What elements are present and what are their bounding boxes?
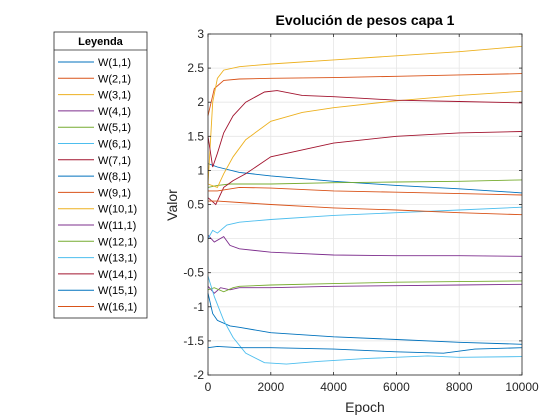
y-tick-label: -2 xyxy=(193,368,204,382)
legend-entry-label: W(3,1) xyxy=(98,90,131,102)
series-line-2 xyxy=(207,73,523,116)
series-line-9 xyxy=(208,200,523,216)
x-ticks: 0 2000 4000 6000 8000 10000 xyxy=(205,34,539,394)
y-tick-label: 3 xyxy=(197,27,204,41)
x-tick-label: 0 xyxy=(205,380,212,394)
y-tick-label: 2.5 xyxy=(187,61,204,75)
y-ticks: -2 -1.5 -1 -0.5 0 0.5 1 1.5 2 2.5 3 xyxy=(183,27,522,382)
series-line-7 xyxy=(207,131,523,206)
y-tick-label: 1.5 xyxy=(187,129,204,143)
y-tick-label: 1 xyxy=(197,163,204,177)
legend-entry-label: W(1,1) xyxy=(98,57,131,69)
legend-entry-label: W(4,1) xyxy=(98,106,131,118)
y-tick-label: 2 xyxy=(197,95,204,109)
legend-entry-label: W(11,1) xyxy=(98,220,136,232)
series-layer xyxy=(207,45,523,365)
chart-title: Evolución de pesos capa 1 xyxy=(276,12,455,28)
y-tick-label: 0.5 xyxy=(187,198,204,212)
series-line-16 xyxy=(208,186,523,196)
x-tick-label: 10000 xyxy=(505,380,539,394)
x-axis-label: Epoch xyxy=(345,399,385,415)
legend-entry-label: W(9,1) xyxy=(98,187,131,199)
series-line-15 xyxy=(207,345,523,354)
series-line-10 xyxy=(207,90,523,188)
legend-entry-label: W(2,1) xyxy=(98,73,131,85)
x-tick-label: 4000 xyxy=(320,380,347,394)
legend-entry-label: W(12,1) xyxy=(98,236,137,248)
series-line-3 xyxy=(207,45,523,185)
series-line-14 xyxy=(207,90,523,168)
plot-axes: 0 2000 4000 6000 8000 10000 -2 -1.5 -1 -0.5 0 0.5 1… xyxy=(183,27,539,394)
legend-entry-label: W(14,1) xyxy=(98,269,137,281)
legend-entry-label: W(16,1) xyxy=(98,302,137,314)
series-line-12 xyxy=(207,280,523,293)
y-tick-label: -1 xyxy=(193,300,204,314)
series-line-11 xyxy=(207,283,523,294)
legend-entry-label: W(15,1) xyxy=(98,285,137,297)
series-line-1 xyxy=(207,163,523,194)
legend: Leyenda W(1,1)W(2,1)W(3,1)W(4,1)W(5,1)W(… xyxy=(53,31,148,319)
legend-entry-label: W(7,1) xyxy=(98,155,131,167)
legend-title: Leyenda xyxy=(78,36,124,48)
legend-box xyxy=(53,31,148,319)
legend-entry-label: W(8,1) xyxy=(98,171,131,183)
y-tick-label: -0.5 xyxy=(183,266,204,280)
x-tick-label: 2000 xyxy=(257,380,284,394)
legend-entries: W(1,1) W(2,1) W(3,1) W(4,1) W(5,1) W(6,1) W(7,… xyxy=(58,57,137,314)
series-line-8 xyxy=(207,293,523,345)
x-tick-label: 6000 xyxy=(383,380,410,394)
y-tick-label: 0 xyxy=(197,232,204,246)
series-line-4 xyxy=(207,234,523,257)
series-line-13 xyxy=(207,275,523,365)
legend-entry-label: W(13,1) xyxy=(98,253,137,265)
y-tick-label: -1.5 xyxy=(183,334,204,348)
x-tick-label: 8000 xyxy=(446,380,473,394)
series-line-5 xyxy=(207,179,523,188)
legend-entry-label: W(10,1) xyxy=(98,204,137,216)
y-axis-label: Valor xyxy=(164,189,180,221)
legend-entry-label: W(5,1) xyxy=(98,122,131,134)
legend-entry-label: W(6,1) xyxy=(98,139,131,151)
